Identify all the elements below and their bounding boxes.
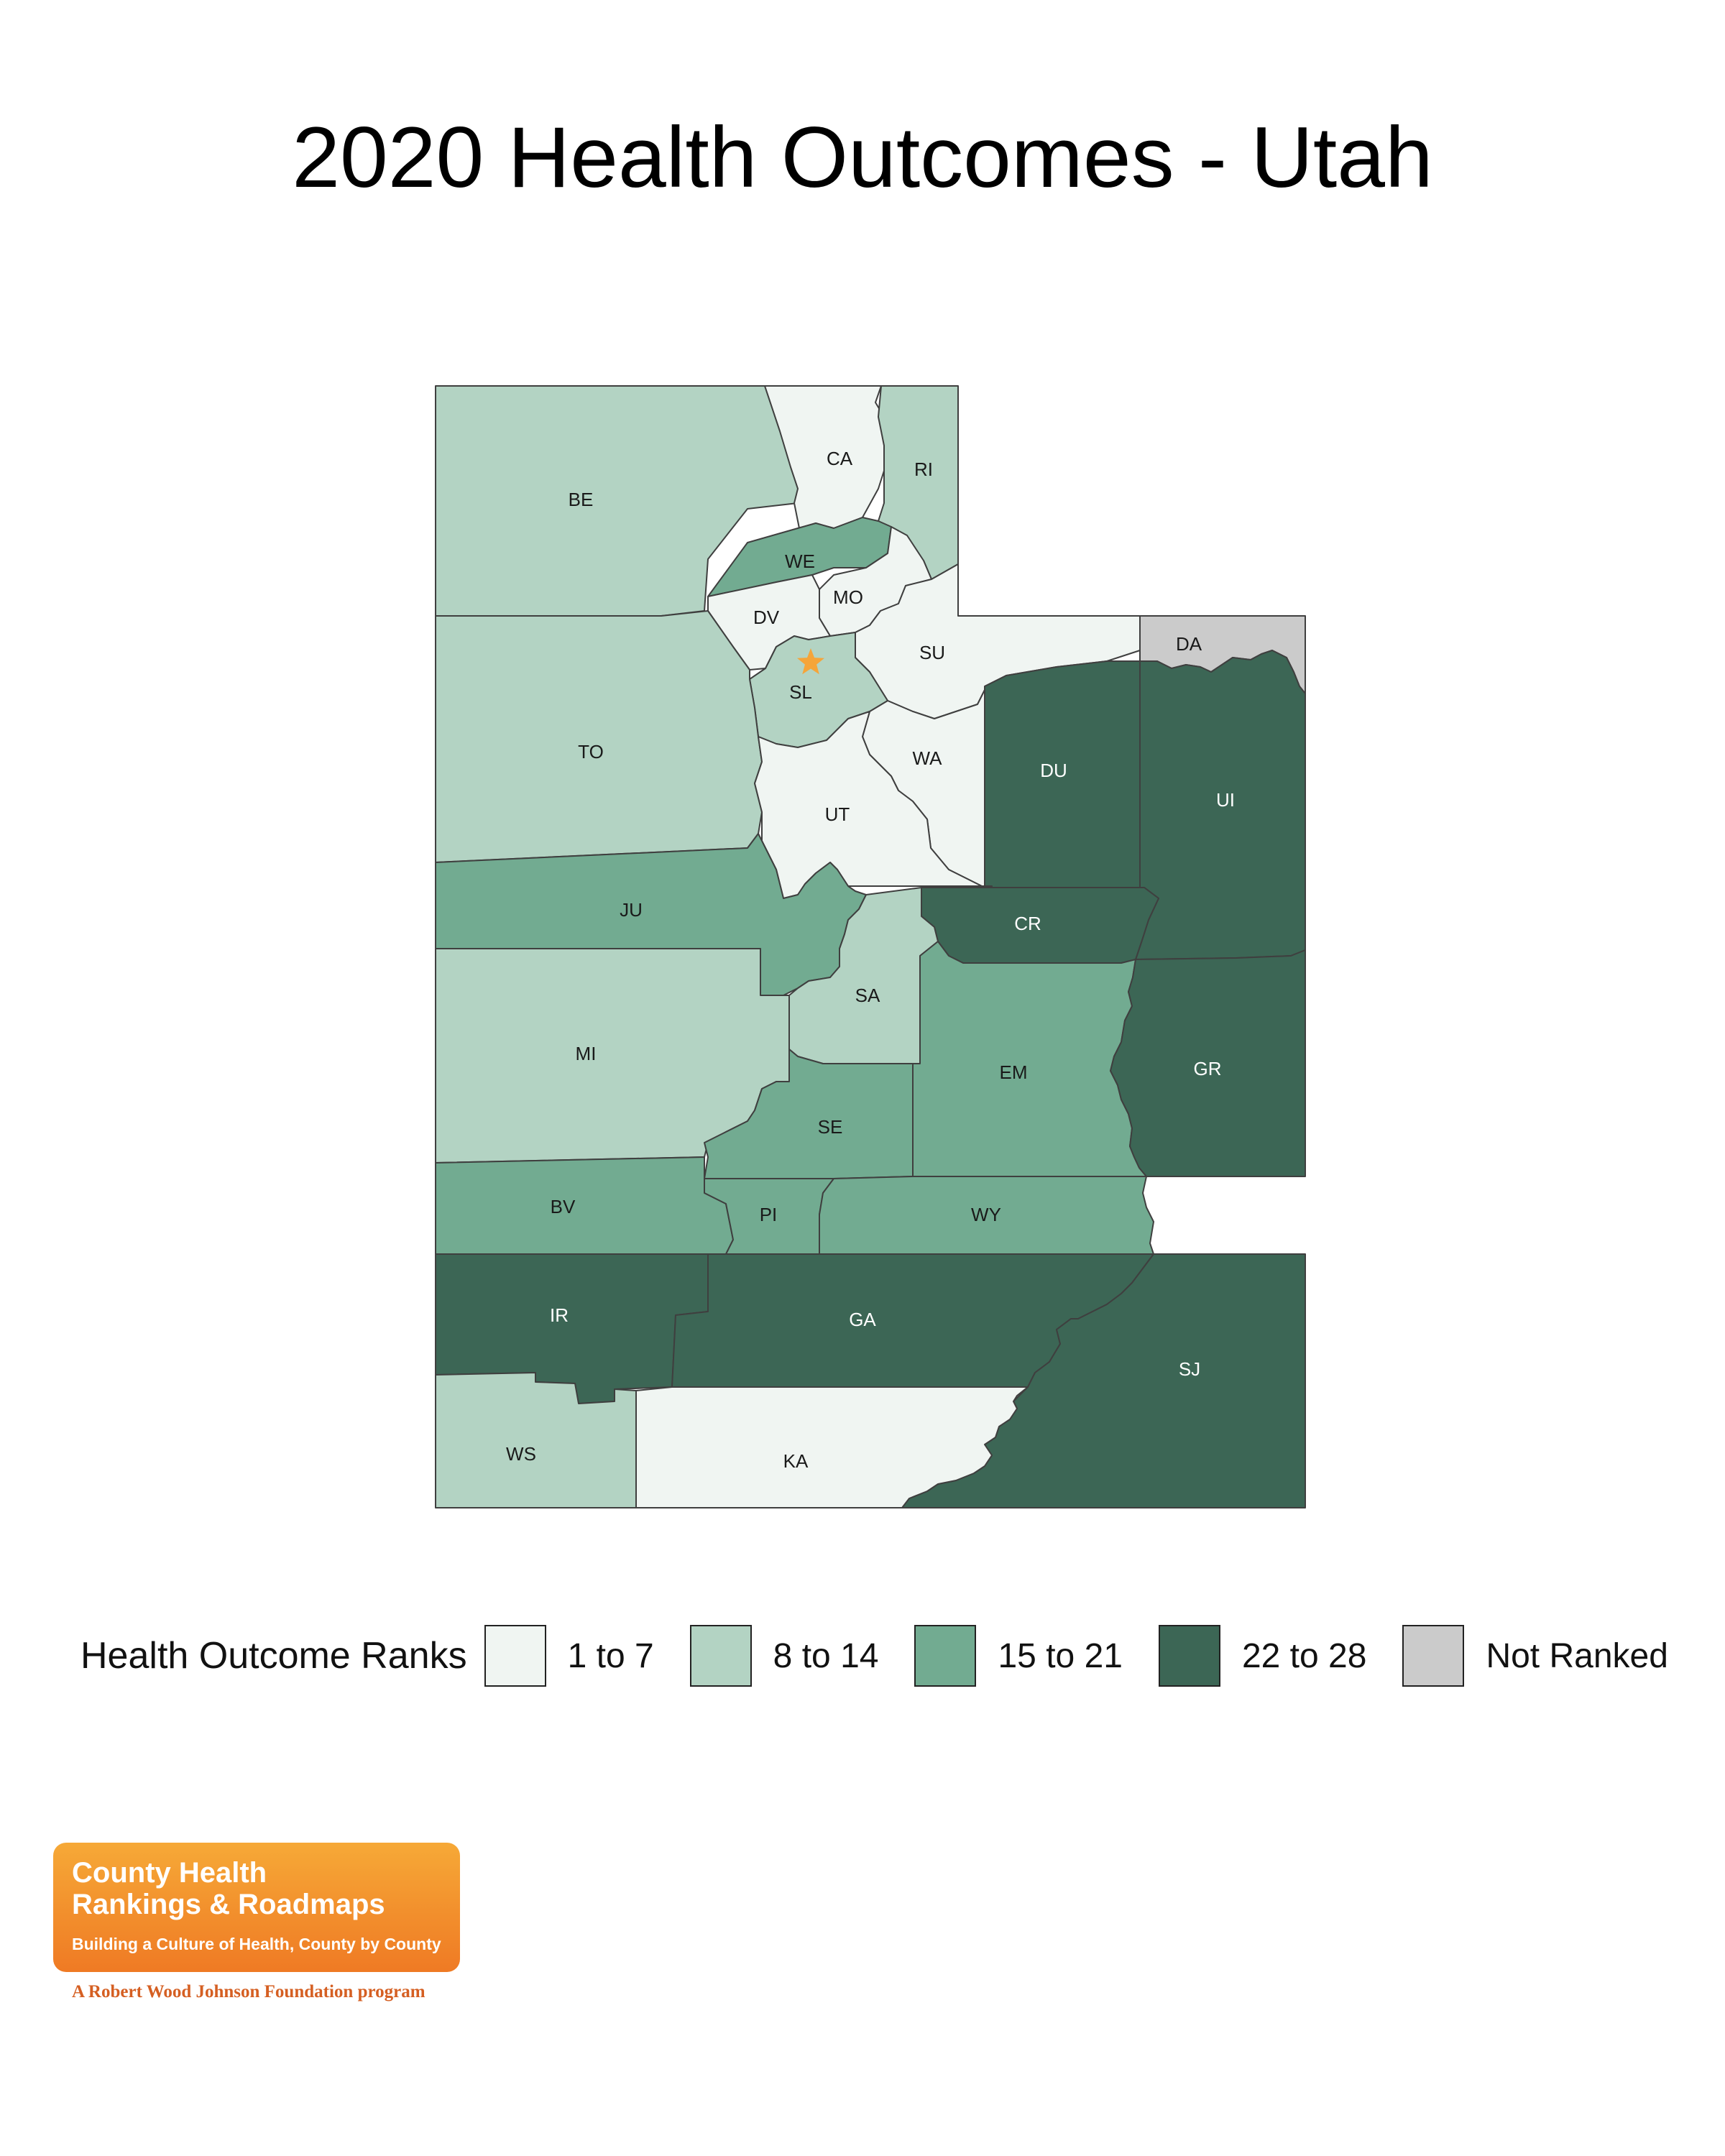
legend-title: Health Outcome Ranks xyxy=(80,1635,467,1677)
county-label-to: TO xyxy=(578,741,604,763)
county-label-bv: BV xyxy=(551,1196,576,1217)
county-label-ir: IR xyxy=(550,1304,569,1326)
county-label-gr: GR xyxy=(1194,1058,1222,1079)
county-label-we: WE xyxy=(785,550,815,572)
county-gr xyxy=(1110,949,1306,1177)
map-title: 2020 Health Outcomes - Utah xyxy=(292,109,1433,206)
logo-line-2: Rankings & Roadmaps xyxy=(72,1889,385,1920)
county-label-ka: KA xyxy=(783,1450,809,1472)
county-label-mo: MO xyxy=(833,586,863,608)
county-to xyxy=(435,610,763,863)
county-bv xyxy=(435,1156,734,1255)
legend-item-15-to-21: 15 to 21 xyxy=(914,1625,1158,1687)
county-label-pi: PI xyxy=(760,1204,778,1225)
county-label-ju: JU xyxy=(620,899,643,921)
county-label-sl: SL xyxy=(789,681,812,703)
county-label-su: SU xyxy=(919,642,945,663)
legend-swatch xyxy=(689,1625,752,1687)
legend-label: 22 to 28 xyxy=(1241,1636,1367,1675)
county-label-ga: GA xyxy=(849,1309,876,1330)
county-label-ri: RI xyxy=(914,459,933,480)
county-ws xyxy=(435,1372,637,1508)
county-label-ui: UI xyxy=(1216,789,1235,811)
county-label-ws: WS xyxy=(506,1443,536,1465)
county-label-dv: DV xyxy=(753,607,780,628)
legend-swatch xyxy=(1158,1625,1220,1687)
logo-subtitle: A Robert Wood Johnson Foundation program xyxy=(72,1982,426,2001)
legend-swatch xyxy=(914,1625,977,1687)
county-label-mi: MI xyxy=(576,1043,597,1064)
county-ju xyxy=(435,833,867,996)
legend: Health Outcome Ranks 1 to 7 8 to 14 15 t… xyxy=(80,1623,1704,1689)
chr-logo: County Health Rankings & Roadmaps Buildi… xyxy=(53,1843,460,1972)
county-label-se: SE xyxy=(818,1116,843,1138)
county-label-sj: SJ xyxy=(1179,1358,1200,1380)
legend-item-8-to-14: 8 to 14 xyxy=(689,1625,915,1687)
legend-label: 1 to 7 xyxy=(567,1636,654,1675)
county-ka xyxy=(635,1386,1029,1508)
county-label-be: BE xyxy=(569,489,594,510)
legend-label: 15 to 21 xyxy=(998,1636,1123,1675)
legend-item-22-to-28: 22 to 28 xyxy=(1158,1625,1402,1687)
county-label-ca: CA xyxy=(827,448,853,469)
legend-label: 8 to 14 xyxy=(773,1636,879,1675)
county-se xyxy=(704,1049,914,1179)
logo-tagline: Building a Culture of Health, County by … xyxy=(72,1935,441,1953)
legend-swatch xyxy=(484,1625,546,1687)
county-label-da: DA xyxy=(1176,633,1202,655)
county-label-du: DU xyxy=(1040,760,1067,781)
county-label-wy: WY xyxy=(971,1204,1001,1225)
county-layer xyxy=(435,385,1306,1508)
county-label-ut: UT xyxy=(825,803,850,825)
legend-item-not-ranked: Not Ranked xyxy=(1402,1625,1703,1687)
legend-swatch xyxy=(1402,1625,1465,1687)
county-label-cr: CR xyxy=(1014,913,1041,934)
county-label-sa: SA xyxy=(855,985,880,1006)
logo-line-1: County Health xyxy=(72,1857,267,1889)
county-label-em: EM xyxy=(1000,1061,1028,1083)
legend-item-1-to-7: 1 to 7 xyxy=(484,1625,690,1687)
legend-label: Not Ranked xyxy=(1486,1636,1668,1675)
county-label-layer: BE CA RI WE MO DV SU DA SL TO WA DU UI UT JU CR SA MI EM GR… xyxy=(506,448,1235,1472)
county-wy xyxy=(819,1176,1154,1255)
star-icon xyxy=(797,648,824,675)
county-label-wa: WA xyxy=(913,747,943,769)
county-em xyxy=(912,941,1147,1177)
